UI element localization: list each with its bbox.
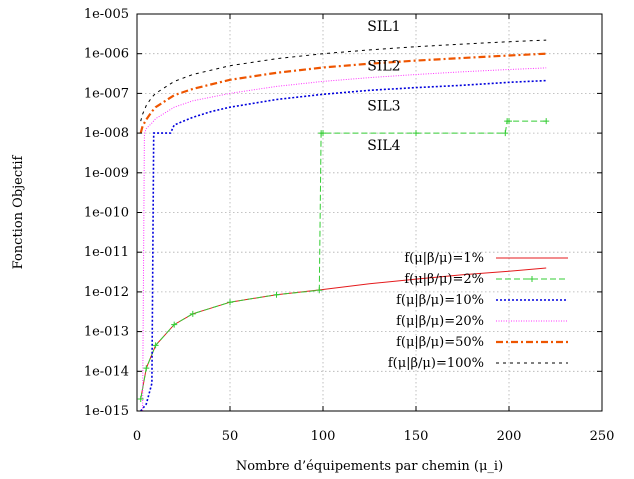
series-point-2 — [316, 287, 323, 294]
legend-label-5: f(μ|β/μ)=50% — [396, 335, 484, 350]
series-line-2 — [140, 120, 547, 400]
legend-label-2: f(μ|β/μ)=2% — [404, 272, 484, 287]
y-tick-label: 1e-005 — [84, 7, 129, 22]
legend-marker-2 — [529, 276, 535, 282]
y-tick-label: 1e-013 — [84, 325, 129, 340]
y-tick-label: 1e-011 — [84, 245, 129, 260]
sil-annotations: SIL1 SIL2 SIL3 SIL4 — [367, 19, 400, 154]
series-point-2 — [171, 321, 178, 328]
sil-label-4: SIL4 — [367, 138, 400, 154]
legend-label-3: f(μ|β/μ)=10% — [396, 293, 484, 308]
series-point-2 — [189, 310, 196, 317]
series-group — [137, 39, 550, 412]
y-tick-label: 1e-009 — [84, 166, 129, 181]
x-tick-label: 150 — [404, 429, 429, 444]
x-tick-label: 50 — [222, 429, 239, 444]
series-point-2 — [273, 291, 280, 298]
series-line-4 — [142, 67, 547, 412]
y-tick-label: 1e-006 — [84, 47, 129, 62]
series-point-2 — [137, 396, 144, 403]
series-point-2 — [506, 118, 512, 125]
y-tick-label: 1e-014 — [84, 364, 129, 379]
series-point-2 — [143, 365, 150, 372]
series-point-2 — [413, 130, 419, 137]
series-line-1 — [140, 267, 547, 400]
x-tick-label: 0 — [133, 429, 141, 444]
series-line-3 — [140, 79, 547, 412]
y-tick-label: 1e-012 — [84, 285, 129, 300]
series-point-2 — [152, 342, 159, 349]
x-tick-label: 200 — [497, 429, 522, 444]
x-tick-label: 250 — [590, 429, 615, 444]
y-tick-label: 1e-008 — [84, 126, 129, 141]
series-line-6 — [140, 39, 547, 122]
x-tick-label: 100 — [311, 429, 336, 444]
grid — [137, 14, 602, 411]
y-tick-label: 1e-015 — [84, 404, 129, 419]
series-point-2 — [543, 118, 550, 125]
y-tick-label: 1e-007 — [84, 86, 129, 101]
legend-label-6: f(μ|β/μ)=100% — [388, 356, 484, 371]
series-point-2 — [227, 299, 233, 306]
y-axis-label: Fonction Objectif — [11, 154, 26, 269]
legend: f(μ|β/μ)=1% f(μ|β/μ)=2% f(μ|β/μ)=10% f(μ|β/… — [388, 251, 568, 371]
legend-label-4: f(μ|β/μ)=20% — [396, 314, 484, 329]
series-line-5 — [139, 52, 547, 134]
sil-label-3: SIL3 — [367, 98, 400, 114]
sil-label-1: SIL1 — [367, 19, 400, 35]
series-point-2 — [320, 130, 326, 137]
legend-label-1: f(μ|β/μ)=1% — [404, 251, 484, 266]
y-tick-label: 1e-010 — [84, 206, 129, 221]
series-point-2 — [502, 130, 509, 137]
axis-ticks: 1e-015 1e-014 1e-013 1e-012 1e-011 1e-010 1e-0… — [84, 7, 615, 444]
x-axis-label: Nombre d’équipements par chemin (μ_i) — [236, 459, 503, 474]
sil-label-2: SIL2 — [367, 59, 400, 75]
